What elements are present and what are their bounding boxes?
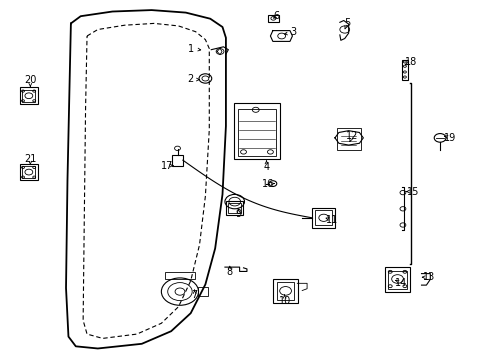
Bar <box>267 15 278 22</box>
Text: 9: 9 <box>235 209 241 219</box>
Text: 15: 15 <box>406 186 419 197</box>
Bar <box>337 128 360 150</box>
Bar <box>385 267 409 292</box>
Text: 12: 12 <box>345 131 358 141</box>
Text: 4: 4 <box>263 162 269 172</box>
Bar <box>20 164 38 180</box>
Text: 17: 17 <box>161 161 173 171</box>
Bar <box>197 287 208 296</box>
Bar <box>228 203 240 213</box>
Bar <box>22 166 35 178</box>
Text: 3: 3 <box>290 27 296 37</box>
Text: 18: 18 <box>404 57 416 67</box>
Bar <box>387 271 406 289</box>
Bar <box>314 210 331 225</box>
Bar <box>233 103 280 159</box>
Text: 13: 13 <box>422 272 435 282</box>
Bar <box>172 155 183 166</box>
Text: 16: 16 <box>261 179 274 189</box>
Bar <box>165 272 194 279</box>
Bar <box>225 201 243 215</box>
Bar <box>272 279 298 303</box>
Text: 5: 5 <box>344 18 349 28</box>
Text: 8: 8 <box>226 267 232 277</box>
Text: 1: 1 <box>187 44 193 54</box>
Text: 6: 6 <box>273 11 279 21</box>
Bar <box>401 60 407 80</box>
Text: 2: 2 <box>187 74 193 84</box>
Bar <box>311 208 335 228</box>
Bar <box>237 109 276 156</box>
Text: 14: 14 <box>394 278 407 288</box>
Text: 21: 21 <box>24 154 37 164</box>
Text: 7: 7 <box>191 290 197 300</box>
Text: 19: 19 <box>443 132 455 143</box>
Bar <box>276 282 293 300</box>
Text: 20: 20 <box>24 75 37 85</box>
Text: 10: 10 <box>278 296 290 306</box>
Bar <box>20 87 38 104</box>
Bar <box>22 90 35 102</box>
Text: 11: 11 <box>325 215 338 225</box>
